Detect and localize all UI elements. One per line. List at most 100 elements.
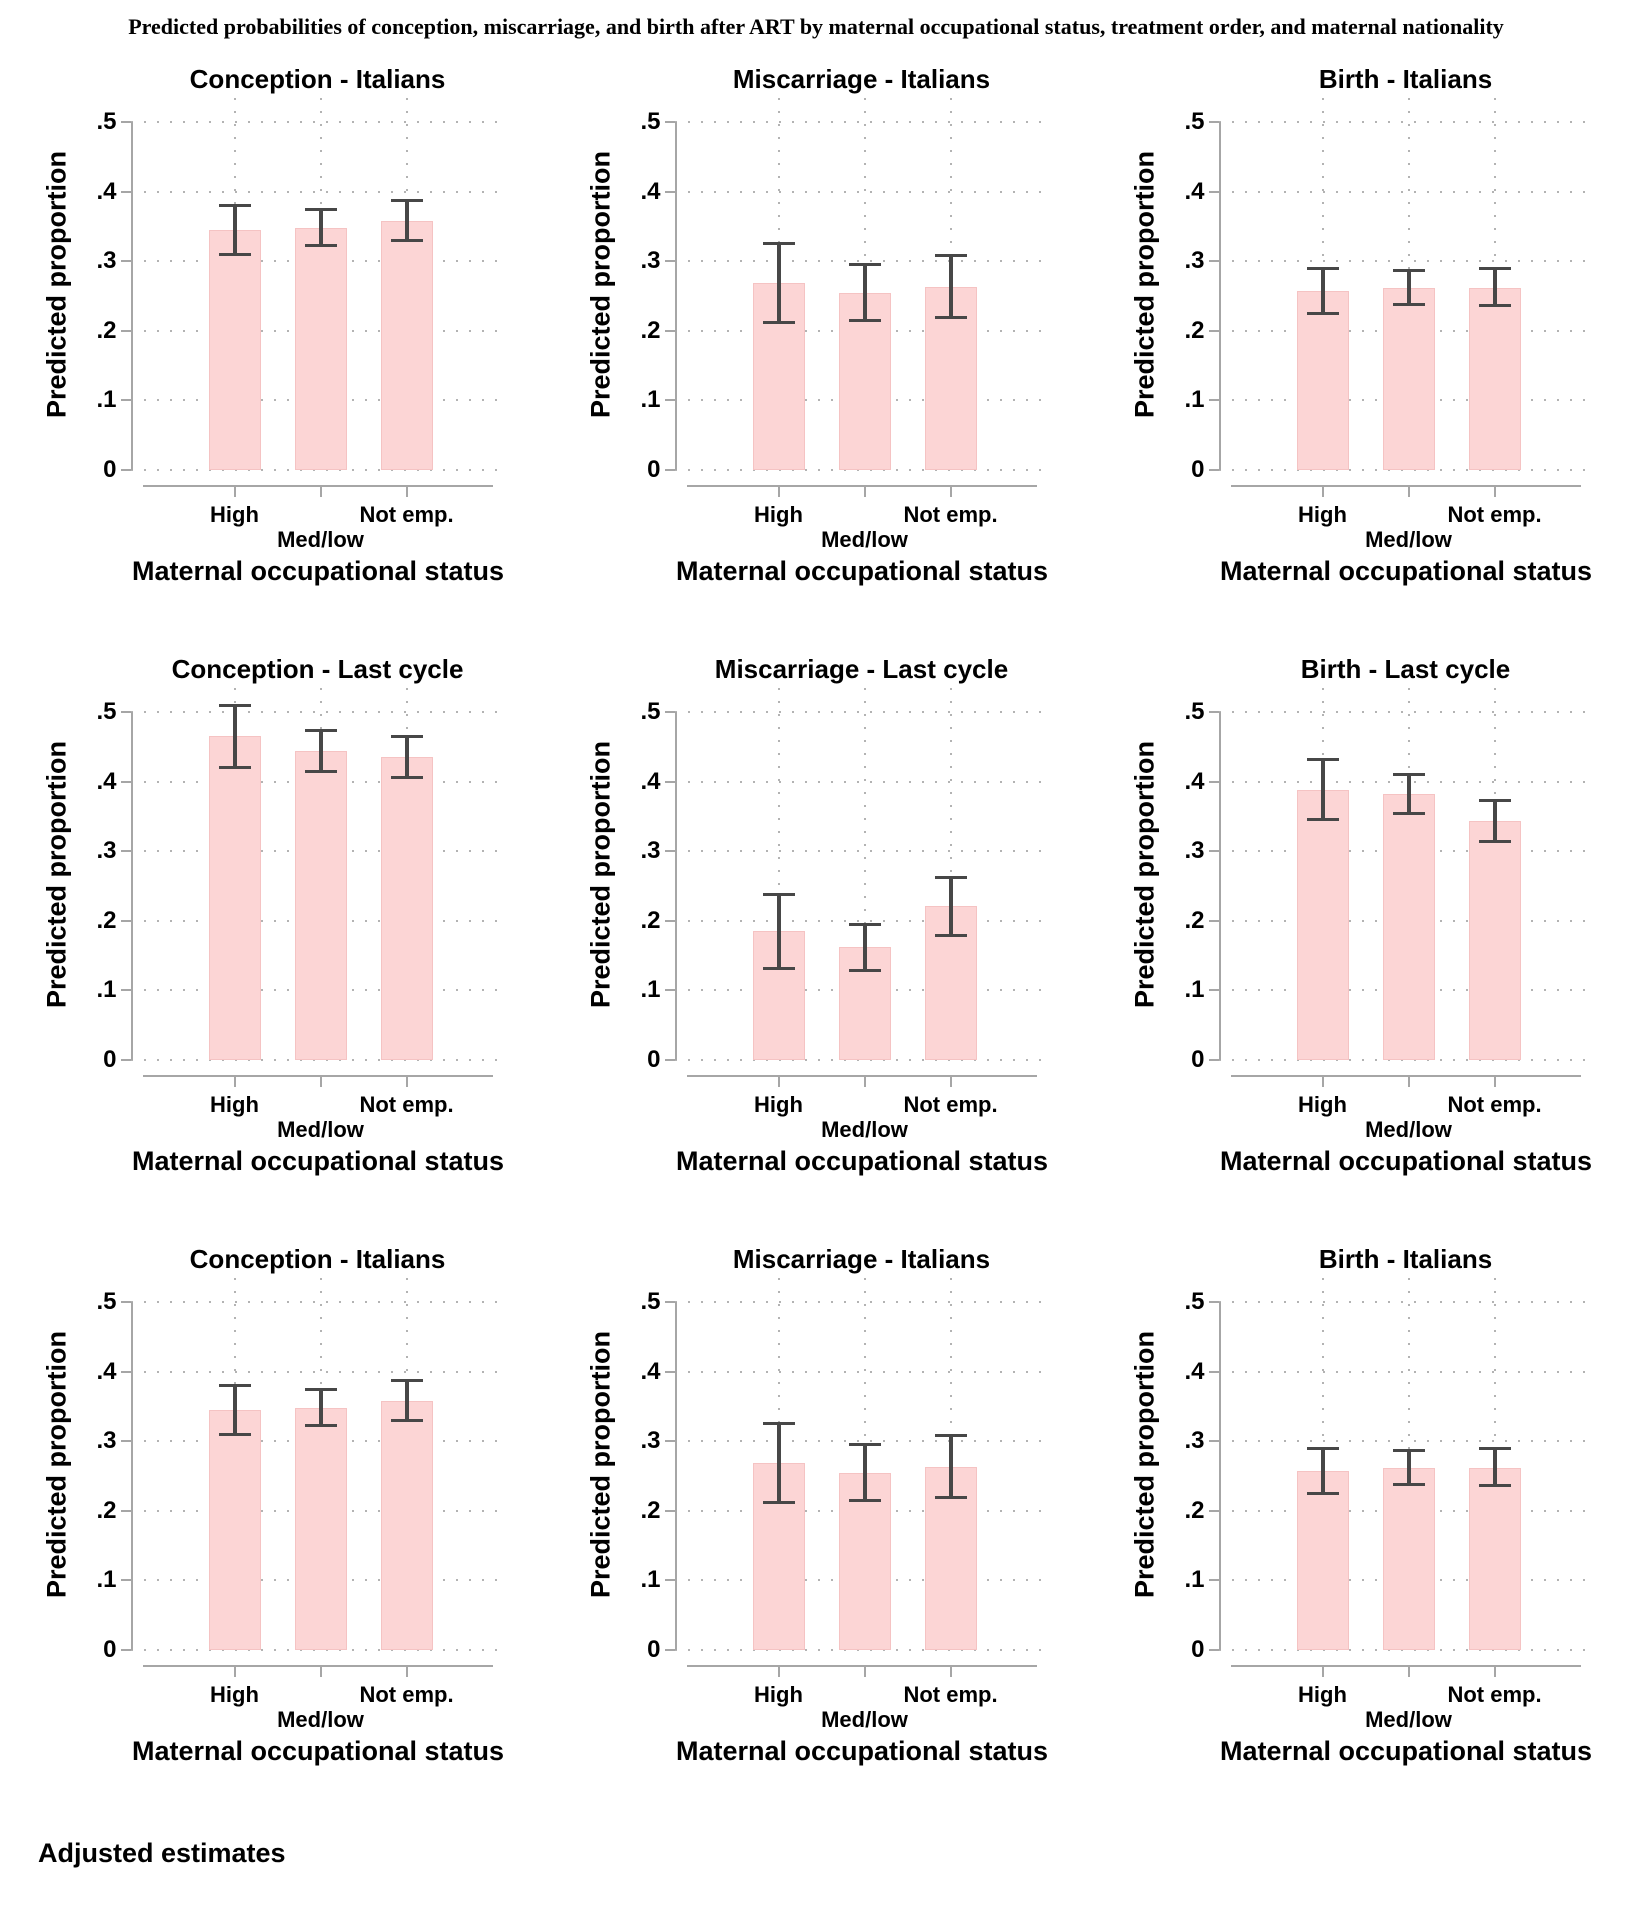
- chart-title: Birth - Last cycle: [1300, 654, 1511, 684]
- x-axis-title: Maternal occupational status: [131, 1146, 505, 1176]
- x-tick-mark: [319, 485, 322, 497]
- plot-area: High Med/low Not emp. Maternal occupational…: [1208, 1278, 1594, 1780]
- y-tick-label: .4: [640, 767, 661, 795]
- h-gridline: [1218, 711, 1594, 713]
- error-bar-cap-top-not-emp: [934, 254, 967, 258]
- error-bar-high: [776, 241, 781, 324]
- error-bar-cap-top-high: [218, 1384, 251, 1388]
- x-axis-title: Maternal occupational status: [1219, 1146, 1593, 1176]
- y-tick-label: .3: [1184, 247, 1205, 275]
- y-tick-mark: [120, 1509, 131, 1512]
- bar-not-emp: [380, 757, 433, 1060]
- y-tick-mark: [120, 919, 131, 922]
- x-category-label-high: High: [1298, 502, 1347, 527]
- error-bar-cap-top-med-low: [848, 1443, 881, 1447]
- x-tick-mark: [1493, 485, 1496, 497]
- x-tick-mark: [777, 1075, 780, 1087]
- error-bar-med-low: [318, 728, 323, 773]
- y-tick-mark: [664, 469, 675, 471]
- x-category-label-high: High: [210, 1092, 259, 1117]
- error-bar-med-low: [1406, 268, 1411, 306]
- y-axis-title: Predicted proportion: [585, 150, 615, 418]
- y-tick-label: .4: [640, 177, 661, 205]
- error-bar-cap-top-not-emp: [1478, 1447, 1511, 1451]
- h-gridline: [674, 1059, 1050, 1061]
- error-bar-cap-bottom-high: [218, 766, 251, 770]
- x-tick-mark: [1407, 1075, 1410, 1087]
- y-axis-line: [1218, 122, 1221, 470]
- y-tick-label: .5: [1184, 108, 1205, 135]
- y-axis-line: [674, 122, 677, 470]
- y-tick-label: .2: [640, 1496, 661, 1524]
- y-tick-label: .3: [640, 837, 661, 865]
- error-bar-cap-top-med-low: [1392, 773, 1425, 777]
- y-tick-mark: [120, 190, 131, 193]
- chart-5: Miscarriage - Last cycle Predicted propor…: [544, 642, 1088, 1232]
- y-tick-label: .3: [640, 247, 661, 275]
- bar-not-emp: [1468, 287, 1521, 470]
- error-bar-med-low: [862, 1443, 867, 1503]
- y-tick-label: .1: [96, 386, 117, 414]
- y-tick-label: .1: [96, 1566, 117, 1594]
- error-bar-high: [232, 703, 237, 770]
- y-tick-labels: 0 .1 .2 .3 .4 .5: [75, 98, 131, 600]
- x-tick-mark: [405, 485, 408, 497]
- figure-title: Predicted probabilities of conception, m…: [128, 14, 1504, 39]
- y-tick-mark: [120, 121, 131, 123]
- error-bar-cap-bottom-med-low: [304, 1424, 337, 1428]
- x-axis-line: [142, 1075, 493, 1077]
- y-axis-line: [1218, 712, 1221, 1060]
- error-bar-cap-bottom-high: [1306, 1491, 1339, 1495]
- y-axis-line: [130, 122, 133, 470]
- v-gridline: [777, 688, 780, 1060]
- error-bar-cap-bottom-med-low: [304, 244, 337, 248]
- x-category-label-med-low: Med/low: [1365, 527, 1452, 552]
- error-bar-cap-top-high: [762, 1421, 795, 1425]
- plot-area: High Med/low Not emp. Maternal occupational…: [664, 98, 1050, 600]
- error-bar-high: [1320, 267, 1325, 315]
- y-tick-label: .3: [96, 1427, 117, 1455]
- error-bar-not-emp: [948, 876, 953, 937]
- x-category-label-high: High: [1298, 1092, 1347, 1117]
- y-tick-mark: [664, 329, 675, 332]
- x-category-label-high: High: [754, 1092, 803, 1117]
- y-axis-line: [130, 712, 133, 1060]
- error-bar-cap-top-not-emp: [390, 199, 423, 203]
- h-gridline: [130, 469, 506, 471]
- error-bar-cap-bottom-not-emp: [1478, 1484, 1511, 1488]
- chart-body: Predicted proportion 0 .1 .2 .3 .4 .5 High Med/l…: [0, 688, 544, 1190]
- y-tick-mark: [664, 711, 675, 713]
- x-axis-line: [1230, 1665, 1581, 1667]
- x-category-label-med-low: Med/low: [1365, 1707, 1452, 1732]
- y-tick-mark: [120, 469, 131, 471]
- h-gridline: [1218, 121, 1594, 123]
- h-gridline: [674, 121, 1050, 123]
- error-bar-cap-top-med-low: [304, 207, 337, 211]
- h-gridline: [674, 1440, 1050, 1443]
- y-tick-label: .3: [1184, 1427, 1205, 1455]
- h-gridline: [130, 1649, 506, 1651]
- x-category-label-high: High: [754, 1682, 803, 1707]
- y-tick-mark: [1208, 1301, 1219, 1303]
- y-tick-label: .2: [1184, 1496, 1205, 1524]
- y-tick-labels: 0 .1 .2 .3 .4 .5: [1163, 688, 1219, 1190]
- error-bar-cap-bottom-not-emp: [934, 315, 967, 319]
- y-tick-labels: 0 .1 .2 .3 .4 .5: [75, 688, 131, 1190]
- bar-high: [208, 229, 261, 470]
- x-category-label-med-low: Med/low: [277, 1117, 364, 1142]
- error-bar-med-low: [862, 263, 867, 323]
- error-bar-cap-bottom-high: [218, 253, 251, 257]
- x-category-label-not-emp: Not emp.: [903, 1092, 998, 1117]
- y-axis-line: [674, 1302, 677, 1650]
- h-gridline: [674, 711, 1050, 713]
- y-tick-label: .4: [96, 767, 117, 795]
- x-axis-title: Maternal occupational status: [1219, 556, 1593, 586]
- error-bar-med-low: [1406, 773, 1411, 815]
- plot-area: High Med/low Not emp. Maternal occupational…: [1208, 98, 1594, 600]
- x-tick-mark: [405, 1665, 408, 1677]
- chart-body: Predicted proportion 0 .1 .2 .3 .4 .5 High Med/l…: [0, 1278, 544, 1780]
- bar-med-low: [1382, 794, 1435, 1060]
- y-axis-title: Predicted proportion: [41, 740, 71, 1008]
- y-tick-mark: [1208, 1649, 1219, 1651]
